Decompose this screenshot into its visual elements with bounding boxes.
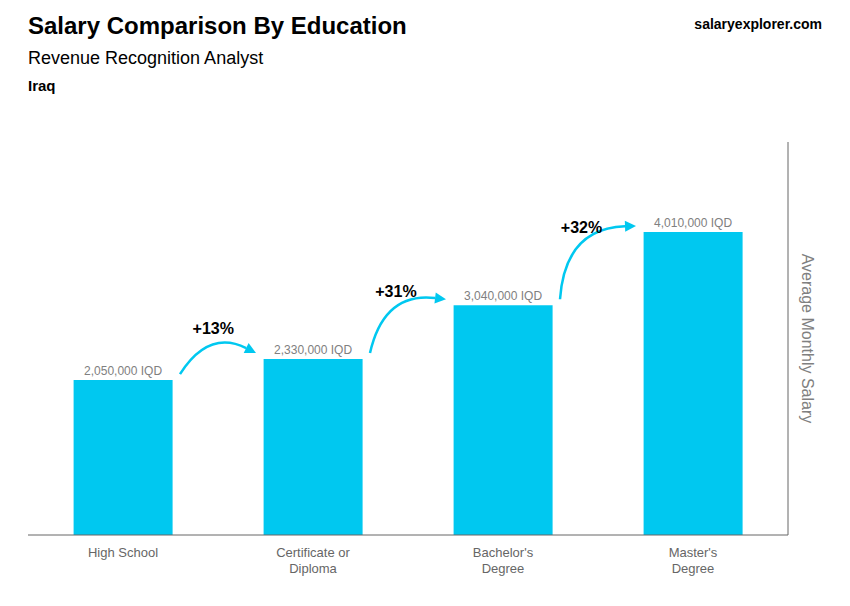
svg-text:Bachelor'sDegree: Bachelor'sDegree <box>473 545 534 576</box>
svg-text:Master'sDegree: Master'sDegree <box>669 545 718 576</box>
html-text:Revenue Recognition Analyst: Revenue Recognition Analyst <box>28 48 264 68</box>
svg-text:+13%: +13% <box>193 320 234 337</box>
svg-text:High School: High School <box>88 545 158 560</box>
svg-text:2,050,000 IQD: 2,050,000 IQD <box>84 364 162 378</box>
html-text:Salary Comparison By Education: Salary Comparison By Education <box>28 12 407 39</box>
svg-text:4,010,000 IQD: 4,010,000 IQD <box>654 216 732 230</box>
html-text:Iraq: Iraq <box>28 77 56 94</box>
svg-text:+32%: +32% <box>561 219 602 236</box>
svg-text:2,330,000 IQD: 2,330,000 IQD <box>274 343 352 357</box>
svg-text:Certificate orDiploma: Certificate orDiploma <box>276 545 350 576</box>
svg-text:+31%: +31% <box>375 283 416 300</box>
svg-text:3,040,000 IQD: 3,040,000 IQD <box>464 289 542 303</box>
html-text:salaryexplorer.com: salaryexplorer.com <box>694 16 822 32</box>
svg-text:Average Monthly Salary: Average Monthly Salary <box>799 254 816 424</box>
